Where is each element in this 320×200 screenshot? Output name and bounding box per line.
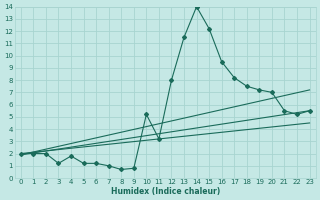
X-axis label: Humidex (Indice chaleur): Humidex (Indice chaleur) xyxy=(111,187,220,196)
